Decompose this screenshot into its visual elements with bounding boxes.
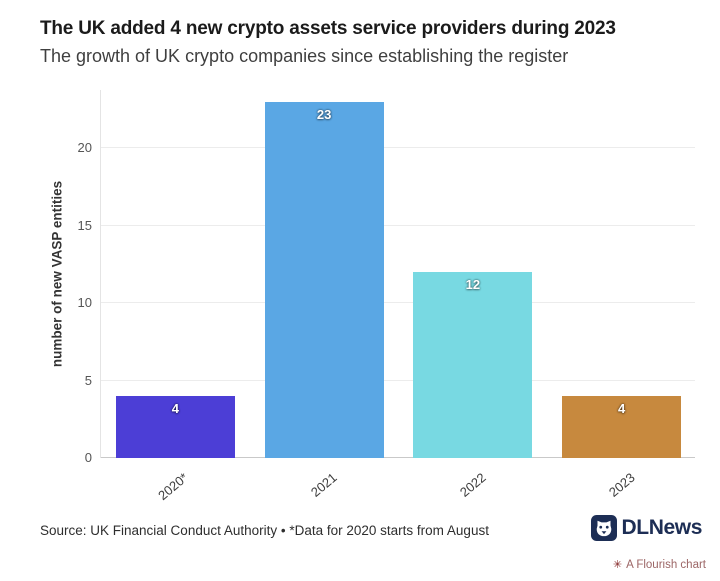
gridline (101, 302, 695, 304)
gridline (101, 147, 695, 149)
bar-value-label: 4 (618, 401, 626, 417)
flourish-flower-icon: ✳ (612, 558, 623, 571)
chart-subtitle: The growth of UK crypto companies since … (40, 45, 569, 66)
y-tick-label: 0 (84, 450, 92, 465)
chart-header: The UK added 4 new crypto assets service… (40, 16, 690, 69)
y-tick-label: 10 (77, 295, 92, 311)
y-tick-label: 5 (84, 372, 92, 388)
x-tick-label: 2021 (308, 469, 340, 500)
y-tick-label: 20 (77, 140, 92, 156)
y-axis-title: number of new VASP entities (49, 180, 65, 368)
source-note: Source: UK Financial Conduct Authority •… (40, 523, 489, 538)
x-tick-label: 2020* (155, 469, 192, 504)
x-tick-label: 2022 (456, 469, 489, 500)
bar-2020: 4 (115, 396, 235, 458)
x-tick-label: 2023 (605, 469, 638, 500)
bar-2021: 23 (264, 101, 384, 458)
x-axis-baseline (101, 457, 695, 458)
dlnews-bear-icon (590, 515, 617, 541)
gridline (101, 379, 695, 381)
bar-value-label: 23 (316, 106, 332, 122)
bar-value-label: 12 (465, 277, 481, 293)
dlnews-logo-text: DLNews (621, 516, 703, 539)
bar-2023: 4 (562, 396, 682, 458)
bar-value-label: 4 (171, 401, 179, 417)
bar-chart-plot-area: 0 5 10 15 20 4 2020* 23 2021 12 2022 4 2023 (78, 90, 695, 503)
gridline (101, 224, 695, 226)
bar-2022: 12 (413, 272, 533, 458)
flourish-attribution[interactable]: ✳ A Flourish chart (613, 559, 706, 571)
dlnews-logo: DLNews (590, 515, 703, 541)
y-tick-label: 15 (77, 217, 92, 233)
chart-title: The UK added 4 new crypto assets service… (40, 18, 616, 39)
flourish-attribution-label: A Flourish chart (626, 559, 706, 571)
